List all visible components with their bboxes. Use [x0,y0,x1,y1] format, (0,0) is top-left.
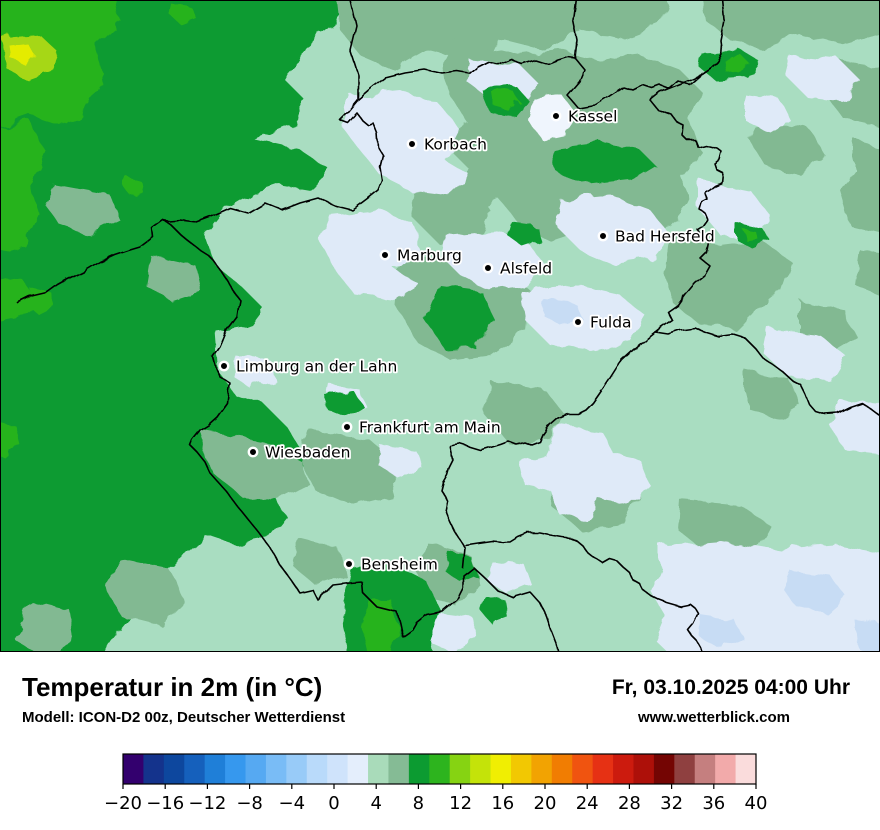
city-marker: Fulda [572,312,633,333]
city-label: Frankfurt am Main [359,419,501,437]
model-label: Modell: ICON-D2 00z, Deutscher Wetterdie… [22,709,346,726]
city-label: Kassel [568,108,617,126]
legend-tick-label: 16 [491,793,514,814]
legend-segment [286,754,308,784]
city-label: Marburg [397,247,462,265]
legend-border [122,753,757,785]
city-label: Alsfeld [500,260,552,278]
legend-segment [592,754,614,784]
legend-tick-label: 28 [618,793,641,814]
datetime-label: Fr, 03.10.2025 04:00 Uhr [611,676,850,699]
legend-segment [531,754,553,784]
page-title: Temperatur in 2m (in °C) [22,672,323,702]
city-label: Bensheim [361,556,438,574]
legend-tick-label: 24 [576,793,599,814]
legend-tick-label: 12 [449,793,472,814]
city-label: Korbach [424,136,487,154]
legend-tick-label: 40 [745,793,768,814]
website-label: www.wetterblick.com [638,709,790,726]
legend-tick-label: 32 [660,793,683,814]
legend-tick-label: 0 [328,793,339,814]
footer: Temperatur in 2m (in °C) Fr, 03.10.2025 … [0,652,880,830]
legend-tick-label: 20 [534,793,557,814]
legend-tick-label: −12 [188,793,226,814]
legend-segment [225,754,247,784]
legend-segment [449,754,471,784]
legend-tick-label: 36 [702,793,725,814]
legend-segment [715,754,737,784]
state-borders [17,0,879,652]
city-marker: Marburg [379,245,464,266]
legend-segment [735,754,757,784]
city-dot [550,110,562,122]
legend-segment [408,754,430,784]
weather-map: Kassel Korbach Bad Hersfeld Marburg Alsfeld F… [0,0,880,652]
city-label: Bad Hersfeld [615,228,715,246]
city-marker: Bad Hersfeld [597,226,716,247]
legend-tick-label: −4 [279,793,306,814]
legend-segment [368,754,389,784]
legend-tick-label: −20 [104,793,142,814]
legend-segment [306,754,328,784]
city-label: Limburg an der Lahn [236,358,397,376]
city-marker: Alsfeld [482,258,554,279]
legend-tick-label: 8 [413,793,424,814]
legend-segment [143,754,165,784]
legend-segment [204,754,226,784]
legend-segment [470,754,492,784]
temperature-field [0,0,880,652]
legend-segment [633,754,655,784]
city-dot [379,249,391,261]
city-marker: Kassel [550,106,619,127]
city-dot [343,558,355,570]
legend-segment [653,754,675,784]
city-dot [406,138,418,150]
legend-segment [429,754,451,784]
legend-segment [123,754,144,784]
city-dot [218,360,230,372]
city-marker: Limburg an der Lahn [218,356,399,377]
legend-tick-label: −16 [146,793,184,814]
legend-segment [245,754,267,784]
legend-tick-label: −8 [236,793,263,814]
legend-segment [388,754,410,784]
legend-segment [184,754,206,784]
city-label: Wiesbaden [265,444,350,462]
city-dot [597,230,609,242]
legend-segment [510,754,532,784]
legend-segment [572,754,594,784]
city-dot [341,421,353,433]
city-marker: Bensheim [343,554,440,575]
legend-tick-label: 4 [370,793,381,814]
legend-segment [694,754,716,784]
city-marker: Frankfurt am Main [341,417,502,438]
city-marker: Wiesbaden [247,442,352,463]
legend-segment [490,754,512,784]
legend-segment [613,754,634,784]
legend-segment [265,754,287,784]
city-layer: Kassel Korbach Bad Hersfeld Marburg Alsfeld F… [218,106,716,575]
legend-segment [674,754,696,784]
legend-segment [327,754,349,784]
city-label: Fulda [590,314,632,332]
city-dot [572,316,584,328]
legend-segment [551,754,573,784]
temperature-scale: −20 −16 −12 −8 −4 0 4 8 12 16 20 24 28 32 36 40 [104,753,768,814]
legend-segment [347,754,369,784]
city-marker: Korbach [406,134,489,155]
legend-segment [163,754,185,784]
city-dot [482,262,494,274]
city-dot [247,446,259,458]
